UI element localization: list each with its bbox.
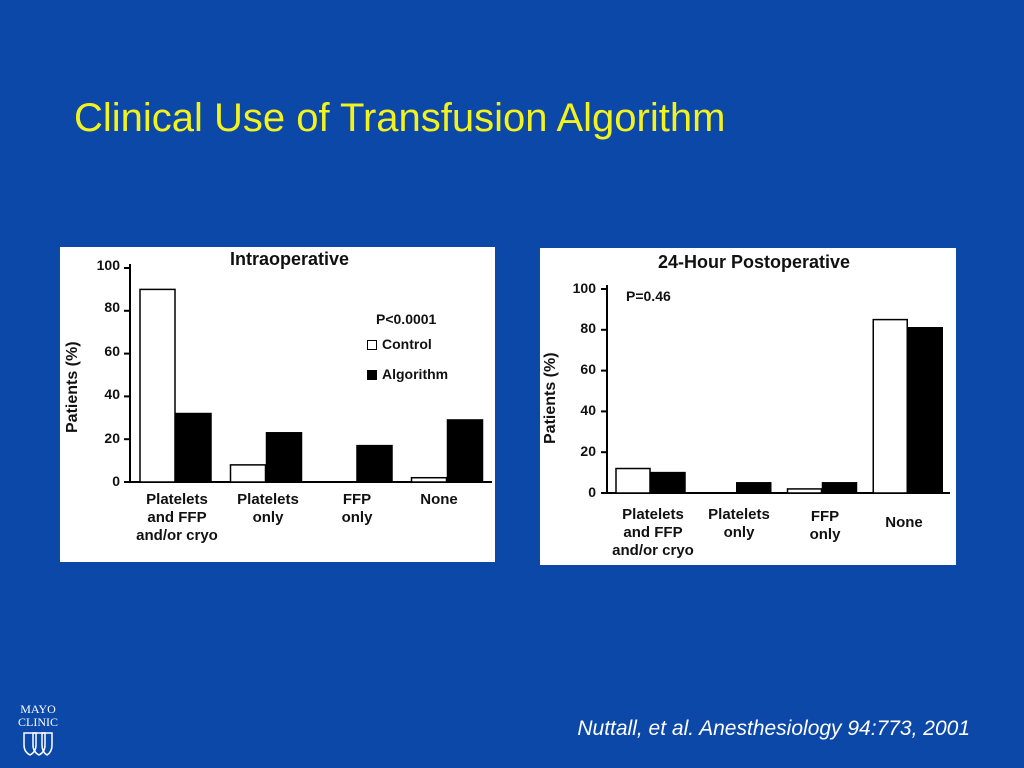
postoperative-plot: [601, 285, 950, 494]
chart-title: 24-Hour Postoperative: [658, 252, 851, 272]
bar-algorithm: [356, 444, 393, 483]
logo-text-line: MAYO: [20, 702, 56, 716]
chart-title: Intraoperative: [230, 249, 350, 269]
legend-swatch-algorithm: [367, 370, 377, 380]
y-tick-label: 20: [580, 443, 596, 459]
intraoperative-plot: [124, 264, 492, 483]
legend-swatch-control: [367, 340, 377, 350]
y-tick-label: 40: [104, 386, 120, 402]
category-label: Platelets only: [708, 506, 770, 541]
mayo-clinic-logo: MAYO CLINIC: [14, 703, 62, 757]
y-tick-label: 100: [572, 280, 596, 296]
y-tick-label: 100: [96, 257, 120, 273]
bar-control: [229, 464, 267, 483]
shields-icon: [23, 732, 53, 756]
bar-algorithm: [446, 419, 484, 483]
category-label: FFP only: [809, 508, 841, 543]
category-label: None: [885, 514, 923, 531]
bar-control: [786, 488, 823, 494]
intraoperative-chart: Intraoperative Patients (%) 0 20 40 60 8…: [60, 247, 495, 562]
bar-algorithm: [821, 482, 858, 494]
slide-title: Clinical Use of Transfusion Algorithm: [74, 96, 726, 140]
postoperative-chart: 24-Hour Postoperative Patients (%) 0 20 …: [540, 248, 956, 565]
bar-algorithm: [265, 432, 303, 483]
bar-algorithm: [175, 412, 212, 483]
bar-algorithm: [907, 327, 943, 494]
legend-label: Control: [382, 336, 432, 352]
bar-control: [410, 476, 448, 483]
y-axis-title: Patients (%): [542, 352, 559, 444]
bar-algorithm: [736, 482, 772, 494]
y-tick-label: 0: [112, 473, 120, 489]
bar-control: [615, 467, 651, 494]
category-label: Platelets only: [237, 491, 299, 526]
logo-text-line: CLINIC: [18, 715, 58, 729]
category-label: Platelets and FFP and/or cryo: [612, 506, 694, 559]
y-tick-label: 80: [580, 320, 596, 336]
category-label: FFP only: [341, 491, 373, 526]
legend-label: Algorithm: [382, 366, 449, 382]
p-value: P<0.0001: [376, 311, 437, 327]
y-tick-label: 80: [104, 299, 120, 315]
category-label: Platelets and FFP and/or cryo: [136, 491, 218, 544]
y-tick-label: 40: [580, 402, 596, 418]
y-tick-label: 20: [104, 430, 120, 446]
bar-control: [139, 288, 176, 483]
bar-control: [872, 318, 908, 494]
p-value: P=0.46: [626, 288, 671, 304]
category-label: None: [420, 491, 458, 508]
bar-algorithm: [650, 471, 686, 494]
y-tick-label: 60: [104, 343, 120, 359]
y-tick-label: 0: [588, 484, 596, 500]
y-tick-label: 60: [580, 361, 596, 377]
citation: Nuttall, et al. Anesthesiology 94:773, 2…: [577, 717, 970, 740]
y-axis-title: Patients (%): [64, 341, 81, 433]
